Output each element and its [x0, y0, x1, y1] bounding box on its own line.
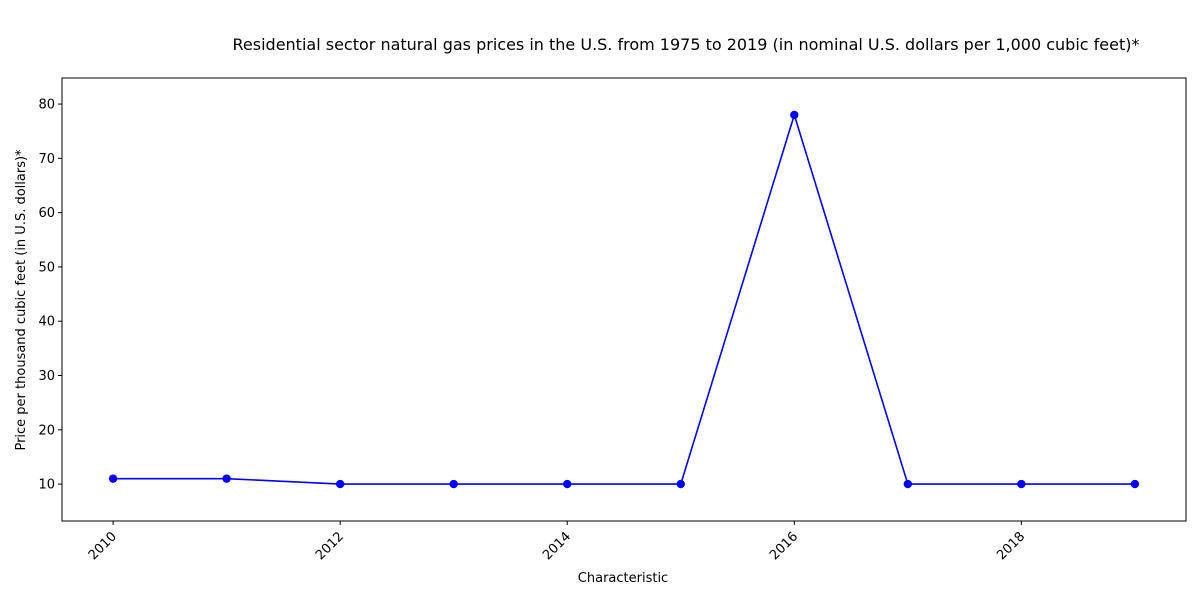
data-point	[108, 474, 118, 483]
data-point	[563, 479, 572, 489]
x-tick-label: 2018	[994, 529, 1028, 563]
y-axis-label: Price per thousand cubic feet (in U.S. d…	[14, 149, 29, 451]
y-tick-label: 80	[38, 98, 55, 113]
y-tick-label: 70	[38, 152, 55, 167]
y-tick-label: 40	[38, 315, 55, 330]
chart-title: Residential sector natural gas prices in…	[233, 35, 1140, 54]
data-point	[676, 479, 685, 489]
y-tick-label: 50	[38, 260, 55, 275]
x-tick-label: 2016	[767, 529, 801, 563]
data-point	[1130, 479, 1140, 489]
y-tick-label: 30	[38, 369, 55, 384]
x-axis-label: Characteristic	[578, 571, 668, 586]
y-axis: 10 20 30 40 50 60 70 80	[38, 98, 62, 493]
data-point	[790, 110, 799, 120]
y-tick-label: 20	[38, 423, 55, 438]
data-point	[449, 479, 458, 489]
series-line	[113, 112, 1135, 485]
plot-frame	[61, 77, 1187, 522]
data-point	[222, 474, 231, 483]
plot-area	[108, 110, 1140, 489]
x-tick-label: 2012	[313, 529, 347, 563]
data-point	[335, 479, 345, 489]
data-point	[903, 479, 913, 489]
data-point	[1017, 479, 1026, 489]
y-tick-label: 60	[38, 206, 55, 221]
x-tick-label: 2010	[86, 529, 120, 563]
x-tick-label: 2014	[540, 529, 574, 563]
x-axis: 2010 2012 2014 2016 2018	[86, 521, 1028, 563]
y-tick-label: 10	[38, 478, 55, 493]
